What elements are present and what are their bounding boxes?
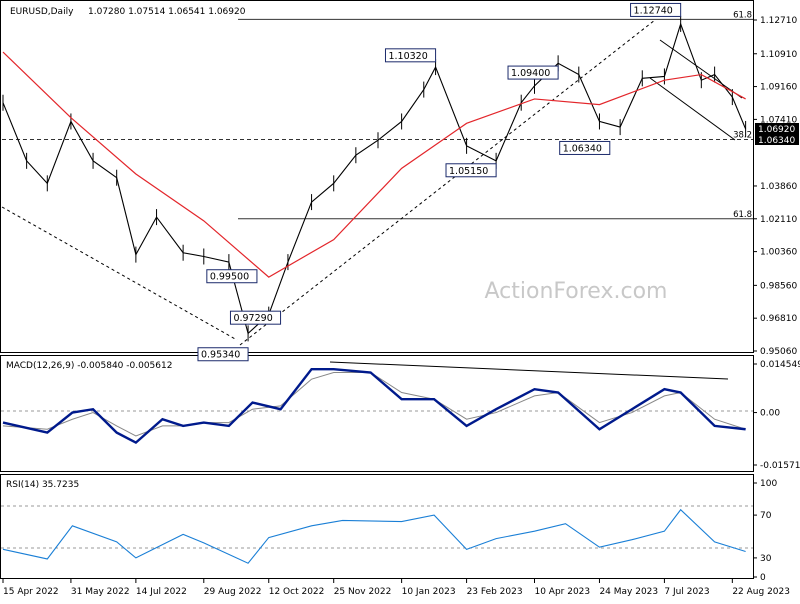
annotation-label: 0.99500 — [210, 272, 249, 283]
symbol-label: EURUSD,Daily — [10, 7, 74, 17]
price-axis-label: 1.10910 — [760, 50, 797, 60]
time-axis-label: 31 May 2022 — [71, 587, 130, 597]
price-series — [2, 15, 747, 342]
ohlc-label: 1.07280 1.07514 1.06541 1.06920 — [88, 7, 246, 17]
rsi-series — [2, 508, 746, 564]
time-axis-label: 24 May 2023 — [599, 587, 658, 597]
current-price-box — [755, 123, 799, 134]
watermark: ActionForex.com — [485, 279, 668, 304]
annotation-box — [197, 347, 249, 362]
price-axis-label: 1.07410 — [760, 115, 797, 125]
rsi-panel-frame — [0, 474, 754, 579]
annotation-label: 0.95340 — [201, 350, 240, 361]
price-axis: 1.12710 1.10910 1.09160 1.07410 1.03860 1.021… — [753, 16, 797, 357]
rsi-line — [2, 508, 746, 564]
annotation-label: 1.12740 — [634, 5, 673, 16]
price-axis-label: 1.12710 — [760, 16, 797, 26]
lower-dashed-trendline — [1, 206, 238, 341]
annotation-box — [206, 269, 258, 284]
price-axis-label: 1.09160 — [760, 83, 797, 93]
time-axis-label: 23 Feb 2023 — [467, 587, 523, 597]
panel-frames — [0, 0, 754, 579]
macd-line — [2, 367, 746, 445]
rsi-axis-label: 0 — [760, 573, 766, 583]
annotation-box — [384, 48, 437, 63]
time-axis-label: 14 Jul 2022 — [136, 587, 187, 597]
price-axis-label: 1.03860 — [760, 182, 797, 192]
fib-level-label: 61.8 — [733, 10, 752, 20]
time-axis-label: 15 Apr 2022 — [3, 587, 59, 597]
annotation-box — [229, 310, 282, 325]
macd-axis-label: 0.014549 — [760, 360, 800, 370]
macd-signal-line — [2, 372, 746, 437]
time-axis-label: 25 Nov 2022 — [334, 587, 392, 597]
macd-axis-label: -0.015712 — [760, 461, 800, 471]
price-panel-frame — [0, 0, 754, 353]
time-axis-label: 12 Oct 2022 — [269, 587, 325, 597]
moving-average-line — [2, 51, 746, 278]
rsi-title: RSI(14) 35.7235 — [6, 480, 79, 490]
current-price-label: 1.06920 — [758, 125, 795, 135]
annotation-label: 0.97290 — [233, 313, 272, 324]
macd-axis: 0.014549 0.00 -0.015712 — [753, 360, 800, 471]
rsi-axis: 100 70 30 0 — [753, 479, 777, 583]
price-axis-label: 1.00360 — [760, 248, 797, 258]
current-price-label: 1.06340 — [758, 136, 795, 146]
time-axis: 15 Apr 2022 31 May 2022 14 Jul 2022 29 Aug … — [2, 579, 790, 597]
channel-upper-line — [659, 39, 743, 99]
macd-axis-label: 0.00 — [760, 409, 780, 419]
price-axis-label: 1.02110 — [760, 215, 797, 225]
time-axis-label: 22 Aug 2023 — [732, 587, 790, 597]
macd-panel-frame — [0, 355, 754, 472]
time-axis-label: 10 Jan 2023 — [402, 587, 456, 597]
annotation-label: 1.06340 — [563, 143, 602, 154]
rsi-axis-label: 70 — [760, 511, 772, 521]
price-annotations: 1.12740 1.10320 1.09400 1.06340 1.05150 0.995… — [197, 2, 682, 362]
annotation-box — [445, 163, 497, 178]
rsi-axis-label: 30 — [760, 554, 772, 564]
annotation-label: 1.09400 — [511, 68, 550, 79]
time-axis-label: 29 Aug 2022 — [204, 587, 262, 597]
channel-lower-line — [649, 77, 736, 141]
rsi-axis-label: 100 — [760, 479, 777, 489]
macd-title: MACD(12,26,9) -0.005840 -0.005612 — [6, 361, 172, 371]
rising-dashed-trendline — [239, 19, 656, 346]
time-axis-label: 10 Apr 2023 — [534, 587, 590, 597]
macd-series — [2, 367, 746, 445]
close-price-line — [2, 22, 747, 335]
trend-lines — [1, 19, 743, 346]
annotation-label: 1.10320 — [388, 51, 427, 62]
annotation-box — [559, 140, 611, 155]
annotation-box — [630, 2, 682, 17]
time-axis-label: 7 Jul 2023 — [664, 587, 709, 597]
fib-levels: 61.8 38.2 61.8 — [2, 10, 753, 220]
macd-divergence-line — [329, 361, 729, 380]
price-axis-label: 0.98560 — [760, 281, 797, 291]
annotation-label: 1.05150 — [449, 166, 488, 177]
fib-level-label: 61.8 — [733, 210, 752, 220]
fib-level-label: 38.2 — [733, 130, 752, 140]
price-axis-label: 0.96810 — [760, 314, 797, 324]
current-price-box — [755, 134, 799, 145]
price-axis-label: 0.95060 — [760, 347, 797, 357]
annotation-box — [507, 65, 559, 80]
